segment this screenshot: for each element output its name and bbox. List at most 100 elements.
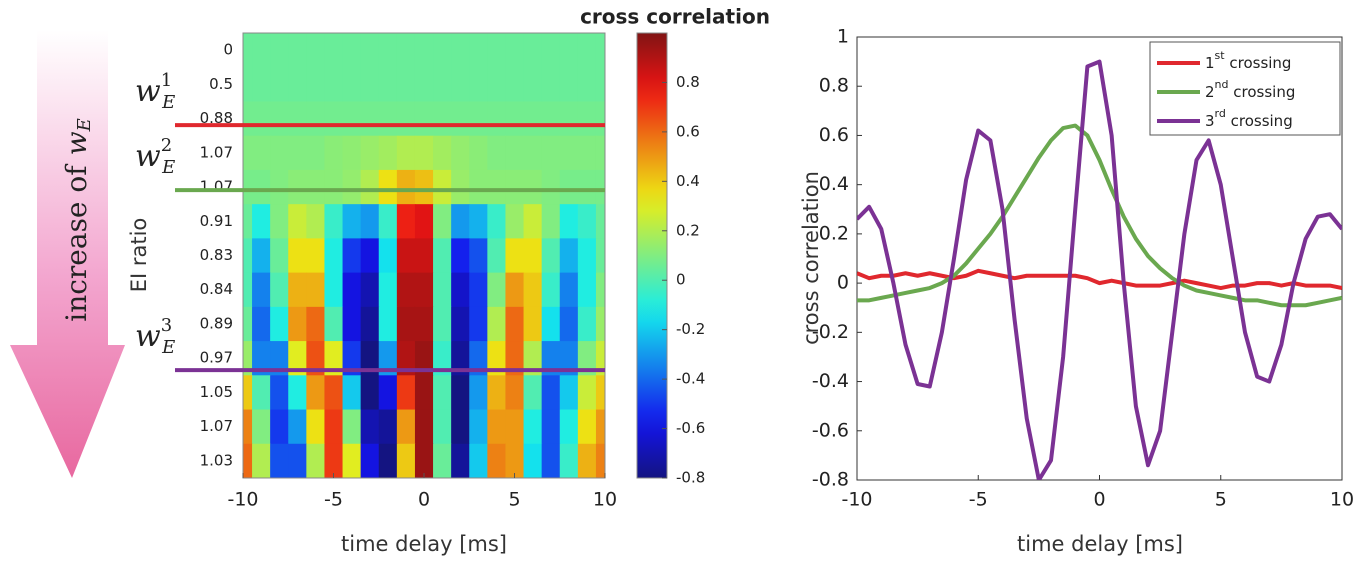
heatmap-cell (306, 272, 326, 308)
heatmap-cell (487, 443, 507, 478)
heatmap-cell (252, 272, 271, 308)
heatmap-cell (451, 306, 470, 342)
y-tick-label: -0.8 (812, 469, 849, 491)
heatmap-cell (559, 33, 579, 68)
heatmap-cell (342, 33, 362, 68)
heatmap-cell (252, 101, 271, 137)
heatmap-cell (396, 306, 416, 342)
heatmap-cell (541, 101, 561, 137)
heatmap-cell (396, 341, 416, 376)
y-tick-label: 0.89 (200, 314, 233, 332)
heatmap-cell (595, 33, 605, 68)
y-tick-label: -0.6 (812, 419, 849, 441)
colorbar-tick-label: -0.6 (676, 419, 705, 437)
heatmap-cell (360, 409, 380, 445)
heatmap-cell (288, 306, 307, 342)
x-tick-label: 0 (418, 489, 430, 511)
heatmap-cell (487, 341, 507, 376)
heatmap-cell (451, 409, 470, 445)
heatmap-cell (469, 443, 488, 478)
y-tick-label: -0.2 (812, 321, 849, 343)
heatmap-cell (270, 409, 289, 445)
heatmap-cell (396, 101, 416, 137)
heatmap-cell (577, 204, 597, 239)
heatmap-cell (360, 169, 380, 205)
heatmap-cell (523, 341, 543, 376)
arrow-label: increase of wE (60, 118, 96, 322)
heatmap-cell (288, 375, 307, 411)
heatmap-cell (505, 443, 525, 478)
heatmap-cell (342, 375, 362, 411)
heatmap-cell (451, 33, 470, 68)
heatmap-cell (342, 306, 362, 342)
heatmap-cell (487, 169, 507, 205)
heatmap-cell (559, 272, 579, 308)
legend-label: 2nd crossing (1205, 78, 1295, 101)
heatmap-cell (595, 135, 605, 171)
heatmap-cell (396, 375, 416, 411)
heatmap-cell (433, 33, 452, 68)
heatmap-cell (360, 135, 380, 171)
heatmap-cell (433, 169, 452, 205)
heatmap-cell (396, 204, 416, 239)
heatmap-cell (252, 375, 271, 411)
heatmap-cell (451, 67, 470, 103)
heatmap-cell (288, 169, 307, 205)
heatmap-cell (523, 204, 543, 239)
lines (857, 59, 1342, 480)
heatmap-cell (378, 443, 398, 478)
heatmap-cell (252, 443, 271, 478)
heatmap-cell (487, 204, 507, 239)
heatmap-cell (595, 204, 605, 239)
colorbar-tick-label: 0.6 (676, 122, 700, 140)
heatmap-cell (243, 272, 253, 308)
heatmap-cell (414, 341, 434, 376)
heatmap-cell (541, 443, 561, 478)
heatmap-cell (487, 101, 507, 137)
heatmap-cell (505, 409, 525, 445)
y-tick-label: 0.4 (819, 173, 849, 195)
heatmap-cell (505, 101, 525, 137)
heatmap-cell (577, 409, 597, 445)
heatmap-cell (324, 443, 344, 478)
y-tick-label: 0.8 (819, 75, 849, 97)
heatmap-cell (577, 135, 597, 171)
y-tick-label: -0.4 (812, 370, 849, 392)
heatmap-cell (451, 443, 470, 478)
heatmap-cell (505, 169, 525, 205)
heatmap-cell (396, 272, 416, 308)
arrow-label-var: w (60, 131, 93, 155)
heatmap-cell (324, 306, 344, 342)
heatmap-cell (342, 341, 362, 376)
heatmap-cell (559, 101, 579, 137)
y-tick-label: 0 (837, 272, 849, 294)
heatmap-cell (396, 443, 416, 478)
colorbar-tick-label: 0 (676, 271, 686, 289)
heatmap-cell (306, 33, 326, 68)
x-tick-label: -5 (324, 489, 343, 511)
crossing-label-sub: E (161, 337, 175, 358)
heatmap-cell (324, 135, 344, 171)
heatmap-cell (469, 272, 488, 308)
heatmap-cell (433, 135, 452, 171)
series-line (857, 123, 1342, 308)
heatmap-cell (288, 409, 307, 445)
crossing-label-sub: E (161, 157, 175, 178)
y-tick-label: 1.07 (200, 417, 233, 435)
colorbar-tick-label: -0.2 (676, 320, 705, 338)
heatmap-cell (378, 238, 398, 274)
increase-arrow (10, 30, 125, 478)
heatmap-cell (451, 169, 470, 205)
heatmap-cell (324, 375, 344, 411)
heatmap-cell (270, 341, 289, 376)
y-axis-label: EI ratio (127, 218, 151, 293)
heatmap-cell (505, 33, 525, 68)
heatmap-cell (378, 272, 398, 308)
colorbar-tick-label: 0.2 (676, 221, 700, 239)
heatmap-cell (487, 409, 507, 445)
y-tick-label: 0.83 (200, 246, 233, 264)
x-axis-label: time delay [ms] (1017, 532, 1183, 556)
heatmap-cell (288, 238, 307, 274)
heatmap-cell (523, 169, 543, 205)
y-axis-label: cross correlation (799, 171, 823, 345)
